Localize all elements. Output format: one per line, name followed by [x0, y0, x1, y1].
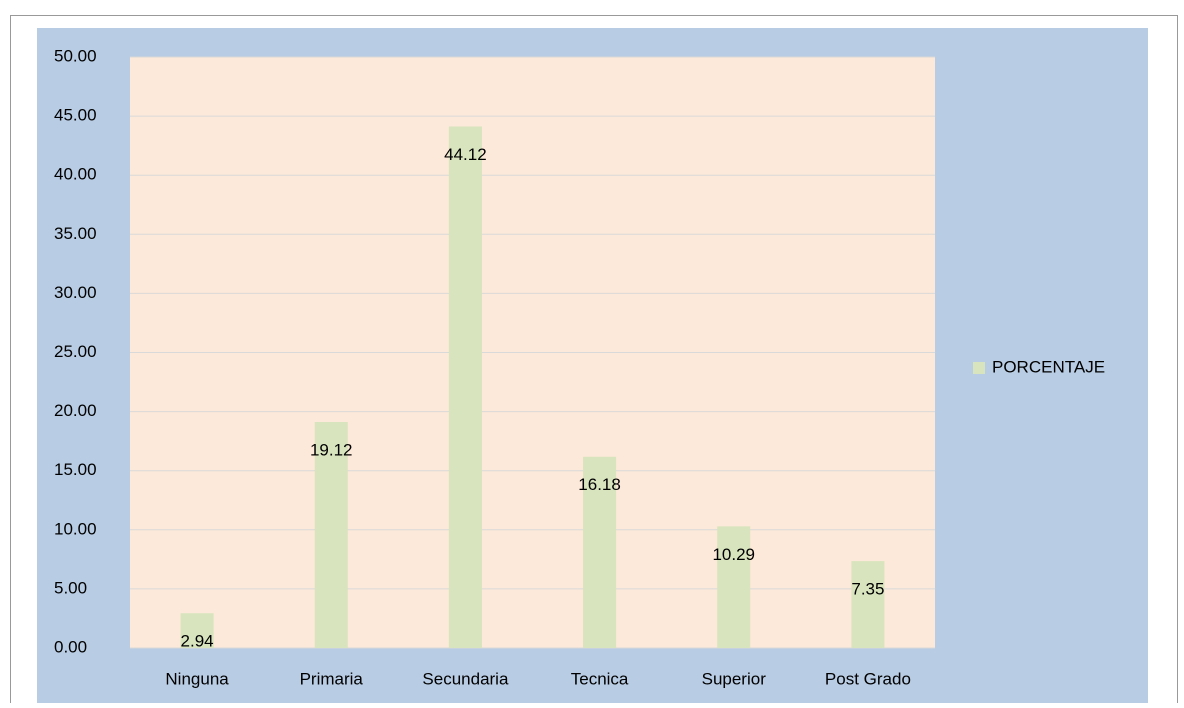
data-label: 10.29	[712, 545, 755, 564]
y-tick-label: 5.00	[54, 578, 87, 597]
x-tick-label: Post Grado	[825, 669, 911, 688]
y-tick-label: 20.00	[54, 401, 97, 420]
y-tick-label: 40.00	[54, 165, 97, 184]
x-tick-label: Primaria	[300, 669, 364, 688]
x-tick-label: Superior	[702, 669, 767, 688]
y-tick-label: 25.00	[54, 342, 97, 361]
x-tick-label: Tecnica	[571, 669, 629, 688]
bar	[717, 526, 751, 648]
bar	[851, 561, 885, 648]
bar	[314, 422, 348, 648]
y-tick-label: 35.00	[54, 224, 97, 243]
bar	[180, 613, 214, 648]
x-tick-label: Secundaria	[422, 669, 509, 688]
x-tick-label: Ninguna	[165, 669, 229, 688]
y-tick-label: 10.00	[54, 519, 97, 538]
legend-swatch	[973, 362, 985, 374]
y-tick-label: 30.00	[54, 283, 97, 302]
y-tick-label: 15.00	[54, 460, 97, 479]
bar	[583, 456, 617, 648]
bar	[448, 126, 482, 649]
data-label: 19.12	[310, 440, 353, 459]
y-tick-label: 50.00	[54, 46, 97, 65]
y-tick-label: 0.00	[54, 637, 87, 656]
y-tick-label: 45.00	[54, 106, 97, 125]
data-label: 2.94	[181, 632, 214, 651]
data-label: 16.18	[578, 475, 621, 494]
data-label: 44.12	[444, 145, 487, 164]
data-label: 7.35	[851, 580, 884, 599]
legend-label: PORCENTAJE	[992, 357, 1105, 376]
